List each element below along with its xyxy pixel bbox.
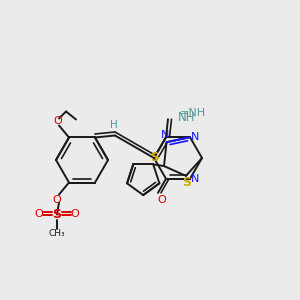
Text: =NH: =NH: [180, 108, 206, 118]
Text: O: O: [70, 208, 80, 218]
Text: N: N: [191, 174, 199, 184]
Text: O: O: [158, 195, 166, 205]
Text: N: N: [161, 130, 170, 140]
Text: O: O: [54, 116, 62, 127]
Text: H: H: [110, 121, 118, 130]
Text: O: O: [52, 194, 62, 205]
Text: S: S: [52, 208, 62, 221]
Text: S: S: [182, 176, 191, 189]
Text: CH₃: CH₃: [49, 229, 65, 238]
Text: NH: NH: [178, 111, 196, 124]
Text: N: N: [191, 132, 199, 142]
Text: S: S: [150, 151, 158, 164]
Text: O: O: [34, 208, 43, 218]
